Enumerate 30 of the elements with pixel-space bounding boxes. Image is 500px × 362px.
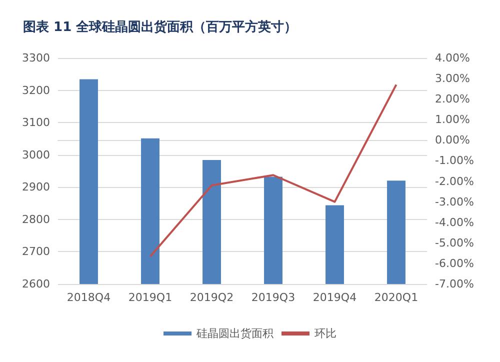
y2-tick-label: 2.00%: [435, 92, 470, 106]
y2-tick-label: -7.00%: [435, 278, 474, 290]
x-tick-label: 2018Q4: [66, 291, 111, 304]
y2-tick-label: -1.00%: [435, 154, 474, 168]
y-tick-label: 3100: [22, 116, 50, 130]
y2-tick-label: 1.00%: [435, 113, 470, 126]
y-tick-label: 2800: [22, 212, 50, 226]
y-tick-label: 2700: [22, 245, 50, 258]
legend-label: 环比: [314, 327, 336, 340]
line-series: [149, 84, 398, 258]
y-tick-label: 2900: [22, 180, 50, 194]
x-tick-label: 2019Q1: [128, 291, 172, 304]
y2-tick-label: -5.00%: [435, 236, 474, 250]
y2-tick-label: -4.00%: [435, 216, 474, 229]
chart-title: 图表 11 全球硅晶圆出货面积（百万平方英寸）: [23, 19, 298, 35]
y2-tick-label: 4.00%: [435, 52, 470, 64]
y2-tick-label: -3.00%: [435, 195, 474, 208]
y-tick-label: 3000: [22, 148, 50, 162]
x-tick-label: 2020Q1: [374, 291, 418, 304]
y2-tick-label: 0.00%: [435, 134, 470, 147]
y2-tick-label: -6.00%: [435, 256, 474, 270]
y2-tick-label: -2.00%: [435, 174, 474, 188]
y-tick-label: 3200: [22, 84, 50, 97]
y2-tick-label: 3.00%: [435, 72, 470, 86]
x-tick-label: 2019Q3: [251, 291, 296, 304]
y-tick-label: 3300: [22, 52, 50, 64]
legend-label: 硅晶圆出货面积: [196, 327, 274, 340]
y-tick-label: 2600: [22, 278, 50, 290]
x-tick-label: 2019Q4: [312, 291, 357, 304]
x-tick-label: 2019Q2: [190, 291, 234, 304]
